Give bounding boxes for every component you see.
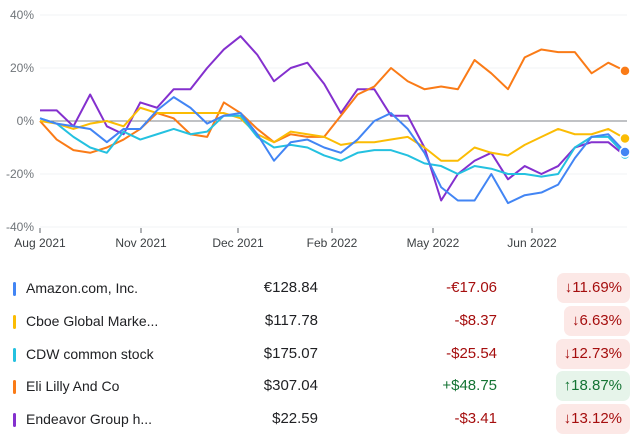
- stock-price: €128.84: [263, 279, 318, 296]
- price-change: -$3.41: [454, 410, 497, 427]
- price-change: -$25.54: [446, 345, 497, 362]
- y-tick-label: 0%: [17, 114, 35, 128]
- percent-value: 6.63%: [579, 312, 622, 329]
- arrow-icon: ↓: [563, 345, 572, 362]
- stock-name: Amazon.com, Inc.: [26, 280, 139, 296]
- price-change: -$8.37: [454, 312, 497, 329]
- series-line: [39, 48, 626, 154]
- stock-price: $175.07: [263, 345, 318, 362]
- series-color-swatch: [13, 315, 16, 329]
- stock-name: Eli Lilly And Co: [26, 378, 120, 394]
- y-tick-label: 40%: [10, 8, 34, 22]
- x-tick-label: Nov 2021: [115, 236, 167, 250]
- percent-change-badge: ↓12.73%: [555, 339, 630, 369]
- stock-name: CDW common stock: [26, 346, 154, 362]
- percent-change-badge: ↓13.12%: [555, 404, 630, 434]
- series-line: [39, 96, 626, 205]
- table-row[interactable]: Amazon.com, Inc. €128.84 -€17.06 ↓11.69%: [0, 273, 640, 305]
- table-row[interactable]: CDW common stock $175.07 -$25.54 ↓12.73%: [0, 339, 640, 371]
- series-color-swatch: [13, 348, 16, 362]
- stock-price: $117.78: [264, 312, 318, 329]
- table-row[interactable]: Eli Lilly And Co $307.04 +$48.75 ↑18.87%: [0, 371, 640, 403]
- arrow-icon: ↓: [564, 279, 573, 296]
- arrow-icon: ↑: [563, 377, 572, 394]
- series-end-marker: [619, 65, 631, 77]
- percent-change-badge: ↓6.63%: [563, 306, 630, 336]
- x-tick-label: Feb 2022: [307, 236, 358, 250]
- series-line: [39, 106, 626, 162]
- series-line: [39, 114, 626, 178]
- stock-price: $307.04: [263, 377, 318, 394]
- x-tick-label: Dec 2021: [212, 236, 264, 250]
- arrow-icon: ↓: [563, 410, 572, 427]
- stock-name: Cboe Global Marke...: [26, 313, 159, 329]
- percent-value: 13.12%: [571, 410, 622, 427]
- table-row[interactable]: Endeavor Group h... $22.59 -$3.41 ↓13.12…: [0, 404, 640, 436]
- arrow-icon: ↓: [571, 312, 580, 329]
- percent-change-badge: ↓11.69%: [556, 273, 630, 303]
- percent-value: 12.73%: [571, 345, 622, 362]
- series-color-swatch: [13, 413, 16, 427]
- series-color-swatch: [13, 282, 16, 296]
- price-change: -€17.06: [446, 279, 497, 296]
- stock-name: Endeavor Group h...: [26, 411, 153, 427]
- percent-change-badge: ↑18.87%: [555, 371, 630, 401]
- price-change: +$48.75: [442, 377, 497, 394]
- series-line: [40, 35, 626, 202]
- percent-value: 11.69%: [572, 279, 622, 296]
- y-tick-label: -40%: [6, 220, 34, 234]
- series-color-swatch: [13, 380, 16, 394]
- x-tick-label: Jun 2022: [507, 236, 557, 250]
- comparison-chart: 40% 20% 0% -20% -40% Aug 2021 Nov 2021 Dec 2021…: [6, 8, 631, 250]
- series-end-marker: [619, 146, 631, 158]
- y-tick-label: -20%: [6, 167, 34, 181]
- percent-value: 18.87%: [571, 377, 622, 394]
- x-tick-label: Aug 2021: [14, 236, 66, 250]
- table-row[interactable]: Cboe Global Marke... $117.78 -$8.37 ↓6.6…: [0, 306, 640, 338]
- x-tick-label: May 2022: [407, 236, 460, 250]
- series-end-marker: [619, 132, 631, 145]
- stock-price: $22.59: [272, 410, 318, 427]
- y-tick-label: 20%: [10, 61, 34, 75]
